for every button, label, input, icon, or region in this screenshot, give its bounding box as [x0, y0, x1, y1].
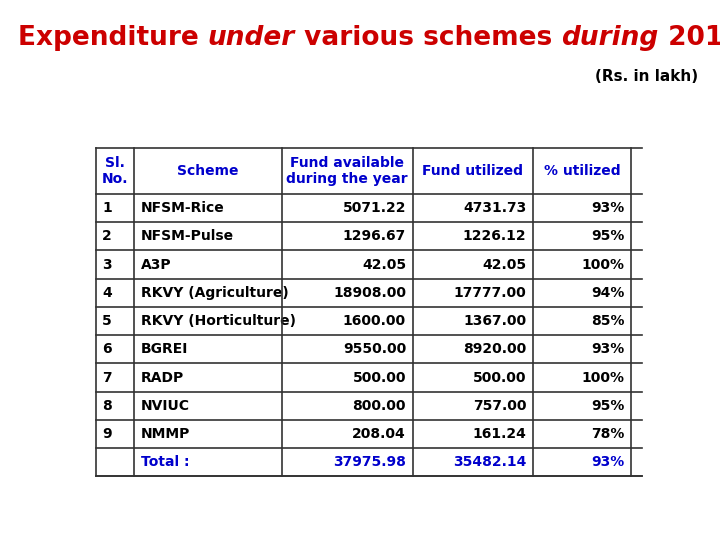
- Text: % utilized: % utilized: [544, 164, 621, 178]
- Text: RADP: RADP: [140, 370, 184, 384]
- Bar: [96, 251, 642, 279]
- Text: 2: 2: [102, 230, 112, 244]
- Bar: [96, 307, 642, 335]
- Text: 18908.00: 18908.00: [333, 286, 406, 300]
- Text: Fund utilized: Fund utilized: [423, 164, 523, 178]
- Text: 95%: 95%: [591, 230, 625, 244]
- Text: 94%: 94%: [591, 286, 625, 300]
- Text: 5071.22: 5071.22: [343, 201, 406, 215]
- Text: Expenditure: Expenditure: [18, 25, 208, 51]
- Bar: [96, 222, 642, 251]
- Text: 93%: 93%: [592, 455, 625, 469]
- Text: various schemes: various schemes: [295, 25, 562, 51]
- Text: 208.04: 208.04: [352, 427, 406, 441]
- Text: 9550.00: 9550.00: [343, 342, 406, 356]
- Bar: [96, 279, 642, 307]
- Text: 500.00: 500.00: [473, 370, 526, 384]
- Text: 85%: 85%: [591, 314, 625, 328]
- Bar: [96, 420, 642, 448]
- Text: A3P: A3P: [140, 258, 171, 272]
- Bar: [96, 148, 642, 194]
- Bar: [96, 335, 642, 363]
- Text: Scheme: Scheme: [177, 164, 238, 178]
- Text: 7: 7: [102, 370, 112, 384]
- Text: 5: 5: [102, 314, 112, 328]
- Text: 17777.00: 17777.00: [454, 286, 526, 300]
- Text: 4: 4: [102, 286, 112, 300]
- Text: 8: 8: [102, 399, 112, 413]
- Text: 9: 9: [102, 427, 112, 441]
- Text: 1367.00: 1367.00: [463, 314, 526, 328]
- Text: 42.05: 42.05: [482, 258, 526, 272]
- Bar: [96, 363, 642, 392]
- Text: 95%: 95%: [591, 399, 625, 413]
- Text: Sl.
No.: Sl. No.: [102, 156, 128, 186]
- Text: NMMP: NMMP: [140, 427, 190, 441]
- Text: 500.00: 500.00: [353, 370, 406, 384]
- Text: BGREI: BGREI: [140, 342, 188, 356]
- Text: 1600.00: 1600.00: [343, 314, 406, 328]
- Text: 93%: 93%: [592, 342, 625, 356]
- Text: NFSM-Pulse: NFSM-Pulse: [140, 230, 234, 244]
- Text: 161.24: 161.24: [472, 427, 526, 441]
- Bar: [96, 448, 642, 476]
- Text: 100%: 100%: [582, 258, 625, 272]
- Text: 93%: 93%: [592, 201, 625, 215]
- Bar: [96, 392, 642, 420]
- Text: Fund available
during the year: Fund available during the year: [287, 156, 408, 186]
- Text: 800.00: 800.00: [353, 399, 406, 413]
- Text: 1226.12: 1226.12: [463, 230, 526, 244]
- Text: Total :: Total :: [140, 455, 189, 469]
- Text: 6: 6: [102, 342, 112, 356]
- Text: during: during: [562, 25, 659, 51]
- Text: (Rs. in lakh): (Rs. in lakh): [595, 69, 698, 84]
- Bar: [96, 194, 642, 222]
- Text: 78%: 78%: [591, 427, 625, 441]
- Text: 42.05: 42.05: [362, 258, 406, 272]
- Text: 35482.14: 35482.14: [453, 455, 526, 469]
- Text: RKVY (Horticulture): RKVY (Horticulture): [140, 314, 295, 328]
- Text: under: under: [208, 25, 295, 51]
- Text: 37975.98: 37975.98: [333, 455, 406, 469]
- Text: 2012-13: 2012-13: [659, 25, 720, 51]
- Text: NFSM-Rice: NFSM-Rice: [140, 201, 225, 215]
- Text: RKVY (Agriculture): RKVY (Agriculture): [140, 286, 288, 300]
- Text: 3: 3: [102, 258, 112, 272]
- Text: NVIUC: NVIUC: [140, 399, 189, 413]
- Text: 4731.73: 4731.73: [463, 201, 526, 215]
- Text: 100%: 100%: [582, 370, 625, 384]
- Text: 8920.00: 8920.00: [463, 342, 526, 356]
- Text: 1296.67: 1296.67: [343, 230, 406, 244]
- Text: 757.00: 757.00: [473, 399, 526, 413]
- Text: 1: 1: [102, 201, 112, 215]
